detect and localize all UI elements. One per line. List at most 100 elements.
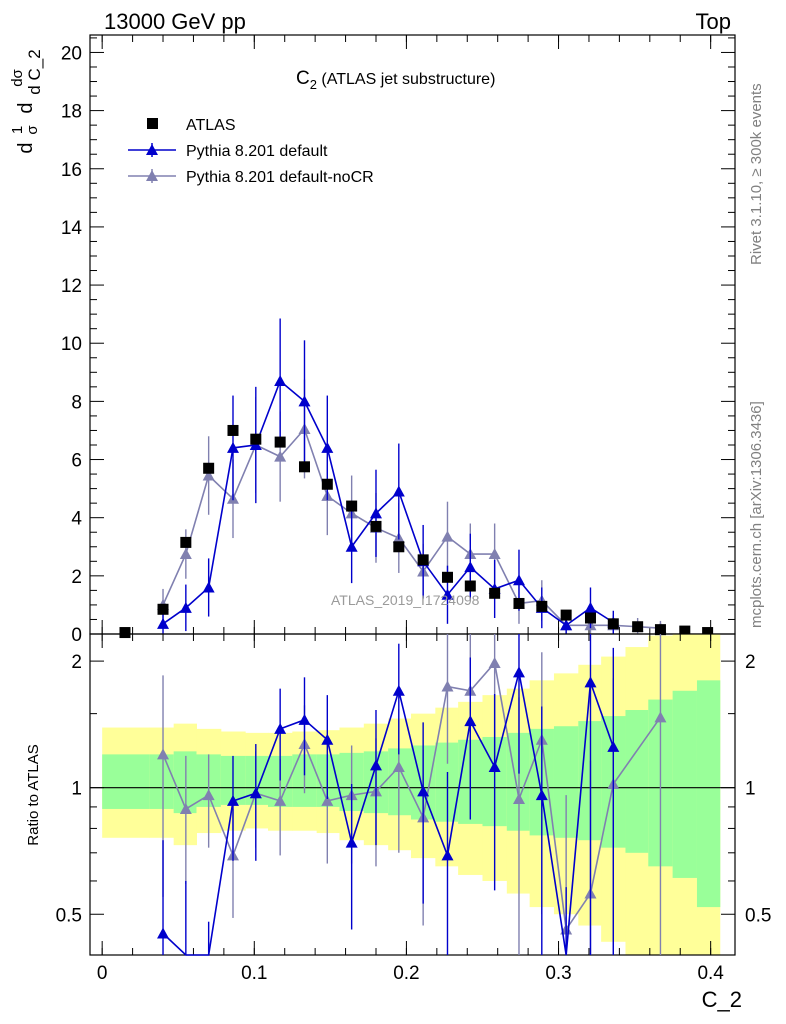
atlas-point [346,500,358,512]
nocr-ratio-point [512,792,525,804]
ratio-y-tick-label-right: 1 [745,779,756,800]
default-point [369,507,382,519]
default-ratio-point [249,787,262,799]
legend: ATLAS Pythia 8.201 default Pythia 8.201 … [128,117,374,186]
y-tick-label: 4 [71,509,82,530]
y-tick-label: 20 [61,43,82,64]
ratio-y-tick-label-right: 0.5 [745,905,771,926]
analysis-watermark: ATLAS_2019_I1724098 [331,592,480,608]
nocr-ratio-point [392,760,405,772]
atlas-point [513,597,525,609]
chart-title: C2 (ATLAS jet substructure) [296,68,495,92]
x-axis-label: C_2 [702,987,742,1012]
default-point [512,574,525,586]
atlas-point [417,554,429,566]
title-sub: 2 [310,77,317,92]
y-tick-label: 16 [61,160,82,181]
title-suffix: (ATLAS jet substructure) [317,71,495,88]
default-point [321,441,334,453]
default-ratio-point [464,715,477,727]
default-point [274,375,287,387]
legend-nocr-label: Pythia 8.201 default-noCR [186,169,374,186]
default-point [392,485,405,497]
atlas-point [298,461,310,473]
default-point [179,601,192,613]
atlas-point [536,600,548,612]
ratio-y-tick-label: 1 [71,779,82,800]
y-tick-label: 14 [61,218,83,239]
nocr-point [274,450,287,462]
default-ratio-point [345,836,358,848]
atlas-point [584,612,596,624]
atlas-point [321,478,333,490]
atlas-point [370,520,382,532]
default-point [584,601,597,613]
nocr-point [488,548,501,560]
ratio-series [157,634,667,956]
default-ratio-point [512,666,525,678]
y-tick-label: 0 [71,625,82,646]
x-tick-label: 0.1 [241,963,267,984]
legend-default-marker [146,144,158,155]
inner-band-bin [149,754,175,809]
y-label-d2: d [15,102,37,113]
main-axes: 0 2 4 6 8 10 12 14 16 18 20 [61,34,736,646]
y-tick-label: 2 [71,567,82,588]
atlas-point [119,627,131,639]
x-tick-label: 0.2 [393,963,419,984]
default-point [441,588,454,600]
atlas-point [702,627,714,639]
header-energy: 13000 GeV pp [104,9,246,34]
nocr-ratio-point [179,802,192,814]
atlas-point [464,580,476,592]
inner-band-bin [625,710,649,853]
ratio-y-tick-label-right: 2 [745,652,756,673]
default-point [560,619,573,631]
default-point [226,441,239,453]
default-ratio-point [488,760,501,772]
default-ratio-point [274,722,287,734]
atlas-point [489,587,501,599]
default-ratio-point [321,733,334,745]
y-tick-label: 8 [71,392,82,413]
y-label-one: 1 [9,126,26,134]
main-series [119,318,714,639]
default-ratio-point [441,849,454,861]
default-ratio-point [226,794,239,806]
atlas-point [227,424,239,436]
nocr-ratio-point [441,680,454,692]
legend-default-label: Pythia 8.201 default [186,143,328,160]
default-point [464,561,477,573]
legend-nocr-marker [146,170,158,181]
nocr-ratio-point [321,794,334,806]
title-c: C [296,68,310,89]
ratio-y-tick-label: 0.5 [56,905,82,926]
atlas-point [441,571,453,583]
y-label-dsigma: dσ [9,68,26,86]
default-point [157,617,170,629]
default-ratio-point [584,676,597,688]
nocr-ratio-point [202,789,215,801]
atlas-point [274,436,286,448]
nocr-point [441,530,454,542]
atlas-point [560,609,572,621]
y-tick-label: 12 [61,276,82,297]
default-ratio-point [298,713,311,725]
default-point [298,395,311,407]
y-label-sigma: σ [24,125,41,135]
y-label-d1: d [15,142,37,153]
default-ratio-point [392,684,405,696]
x-tick-label: 0 [97,963,108,984]
x-tick-label: 0.4 [697,963,724,984]
nocr-ratio-point [274,794,287,806]
atlas-point [679,625,691,637]
y-tick-label: 10 [61,334,82,355]
inner-band-bin [102,754,150,809]
atlas-point [250,433,262,445]
inner-band-bin [388,748,412,816]
default-ratio-point [417,785,430,797]
default-ratio-point [369,759,382,771]
atlas-point [157,603,169,615]
ratio-y-tick-label: 2 [71,652,82,673]
